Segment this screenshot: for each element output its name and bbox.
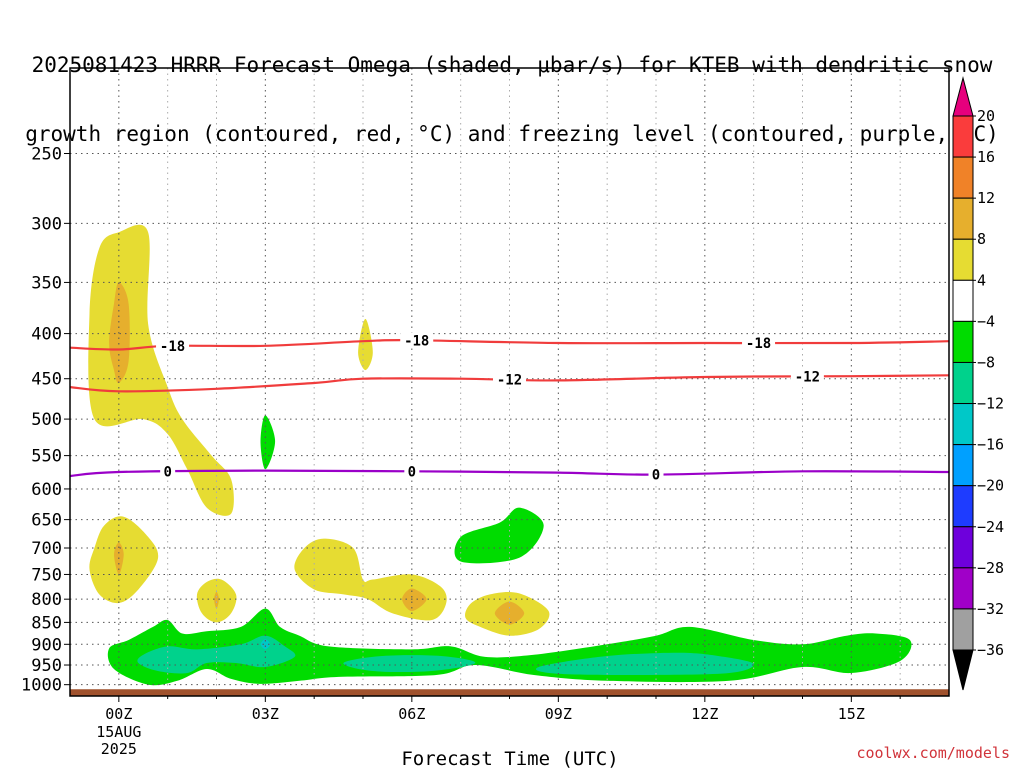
x-tick-label: 12Z: [691, 705, 718, 723]
x-tick-date: 15AUG: [96, 723, 141, 741]
isotherm-label-0-2: -18: [746, 336, 771, 352]
y-tick-label: 950: [31, 656, 62, 676]
colorbar-label: −24: [977, 518, 1004, 536]
colorbar-swatch: [952, 403, 974, 446]
colorbar-label: −20: [977, 477, 1004, 495]
y-tick-label: 1000: [21, 676, 62, 696]
omega-region-15: [260, 639, 271, 650]
x-tick-label: 03Z: [252, 705, 279, 723]
y-tick-label: 500: [31, 410, 62, 430]
omega-region-14: [137, 635, 296, 674]
omega-region-5: [214, 591, 219, 609]
colorbar-swatch: [952, 361, 974, 405]
isotherm-label-bg: [493, 371, 526, 388]
y-axis: 2503003504004505005506006507007508008509…: [21, 144, 70, 696]
colorbar-swatch: [952, 279, 974, 322]
x-tick-label: 09Z: [545, 705, 572, 723]
terrain-strip: [70, 689, 949, 696]
colorbar-swatch: [952, 156, 974, 199]
colorbar-label: −8: [977, 353, 995, 371]
x-tick-year: 2025: [101, 740, 137, 758]
omega-region-1: [109, 282, 130, 384]
omega-region-8: [294, 538, 447, 621]
omega-region-7: [260, 415, 276, 470]
y-tick-label: 550: [31, 447, 62, 467]
y-tick-label: 700: [31, 539, 62, 559]
isotherm-label-0-0: -18: [160, 339, 185, 355]
isotherm-label-1-0: -12: [497, 373, 522, 389]
omega-region-17: [535, 652, 754, 676]
isotherm-contours: -18 -18 -18 -12 -12 0 0 0: [70, 332, 949, 484]
isotherm-label-2-2: 0: [652, 468, 660, 484]
x-tick-label: 15Z: [838, 705, 865, 723]
colorbar-label: 4: [977, 271, 986, 289]
terrain-ground: [70, 689, 949, 696]
colorbar-swatch: [952, 197, 974, 240]
y-tick-label: 300: [31, 214, 62, 234]
isotherm-label-1-1: -12: [795, 369, 820, 385]
colorbar-top-arrow: [952, 76, 974, 117]
isotherm-label-bg: [790, 368, 824, 385]
isotherm-label-0-1: -18: [404, 333, 429, 349]
omega-region-9: [402, 588, 427, 611]
colorbar-label: 12: [977, 189, 995, 207]
colorbar-label: 8: [977, 230, 986, 248]
colorbar-label: −16: [977, 436, 1004, 454]
isotherm-label-bg: [404, 463, 420, 480]
x-axis-label: Forecast Time (UTC): [401, 748, 618, 768]
omega-region-12: [454, 507, 544, 564]
colorbar-label: 20: [977, 107, 995, 125]
colorbar-label: −4: [977, 312, 995, 330]
colorbar-label: −12: [977, 395, 1004, 413]
omega-region-2: [89, 516, 159, 604]
y-tick-label: 250: [31, 144, 62, 164]
omega-shading: [88, 224, 912, 686]
colorbar-swatch: [952, 526, 974, 569]
omega-region-6: [358, 318, 373, 371]
colorbar-bottom-arrow: [952, 649, 974, 691]
isotherm-label-2-1: 0: [408, 464, 416, 480]
colorbar-swatch: [952, 567, 974, 610]
colorbar-swatch: [952, 115, 974, 158]
y-tick-label: 650: [31, 511, 62, 531]
y-tick-label: 450: [31, 370, 62, 390]
y-tick-label: 800: [31, 590, 62, 610]
colorbar-swatch: [952, 485, 974, 528]
isotherm-label-bg: [160, 463, 176, 480]
y-tick-label: 900: [31, 635, 62, 655]
chart-title-line2: growth region (contoured, red, °C) and f…: [25, 122, 999, 146]
colorbar-swatch: [952, 238, 974, 281]
colorbar-label: −28: [977, 559, 1004, 577]
colorbar-swatch: [952, 608, 974, 651]
colorbar-label: −36: [977, 641, 1004, 659]
x-tick-label: 06Z: [398, 705, 425, 723]
y-tick-label: 350: [31, 273, 62, 293]
isotherm-line-0: [70, 338, 949, 351]
colorbar-swatch: [952, 320, 974, 363]
y-tick-label: 750: [31, 565, 62, 585]
y-tick-label: 600: [31, 480, 62, 500]
y-tick-label: 850: [31, 613, 62, 633]
isotherm-label-bg: [742, 335, 776, 352]
colorbar-label: 16: [977, 148, 995, 166]
chart-title-line1: 2025081423 HRRR Forecast Omega (shaded, …: [31, 53, 993, 77]
y-tick-label: 400: [31, 325, 62, 345]
colorbar-legend: 20 16 12 8 4 −4 −8 −12 −16 −20 −24 −28 −32 −36: [952, 76, 1004, 691]
omega-region-16: [343, 655, 476, 673]
x-tick-label: 00Z: [105, 705, 132, 723]
isotherm-label-bg: [156, 337, 190, 354]
isotherm-label-2-0: 0: [163, 465, 171, 481]
isotherm-label-bg: [648, 466, 664, 483]
credit-text: coolwx.com/models: [856, 744, 1010, 762]
isotherm-label-bg: [400, 332, 434, 349]
colorbar-label: −32: [977, 600, 1004, 618]
colorbar-swatch: [952, 444, 974, 487]
